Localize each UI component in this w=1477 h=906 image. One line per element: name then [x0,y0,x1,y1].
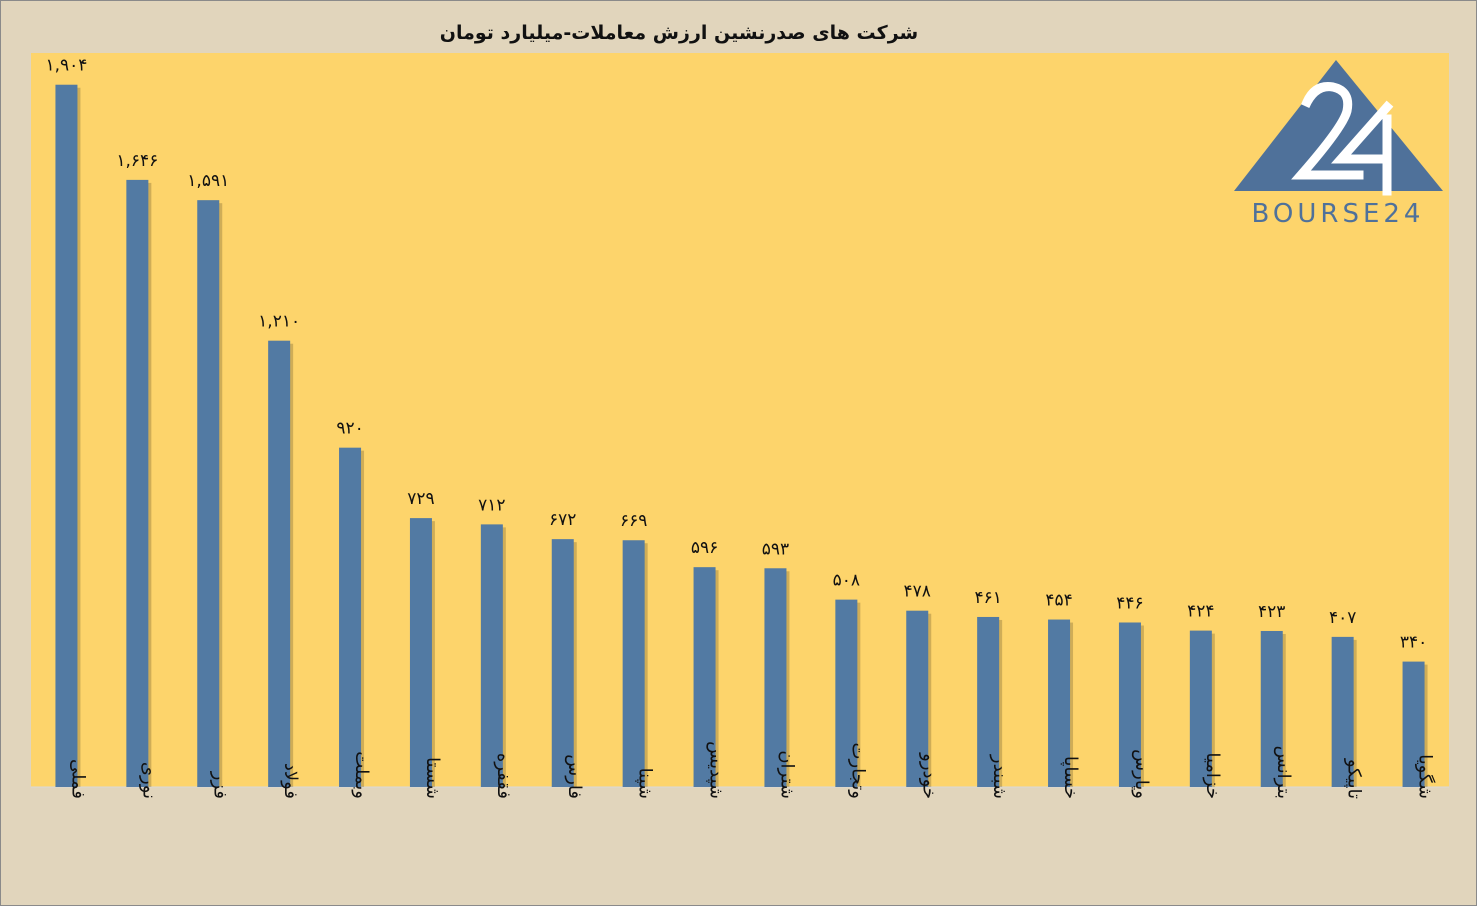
bar-14 [977,616,1000,787]
bar-15 [1048,619,1071,787]
bar-8 [551,539,574,787]
category-label-2: نوری [138,762,159,799]
bourse24-logo: BOURSE24 [1234,60,1443,229]
value-label-19: ۴۰۷ [1329,608,1356,628]
value-label-17: ۴۲۴ [1187,602,1214,622]
value-label-6: ۷۲۹ [407,489,434,509]
category-label-16: وپارس [1131,749,1152,799]
category-label-5: وبملت [351,751,372,799]
category-label-6: شستا [422,757,443,799]
value-label-15: ۴۵۴ [1045,591,1072,611]
category-label-14: شبندر [989,754,1010,799]
value-label-13: ۴۷۸ [904,582,931,602]
value-label-20: ۳۴۰ [1400,633,1427,653]
bar-17 [1189,630,1212,787]
category-label-20: شگویا [1415,754,1437,799]
category-label-8: فارس [564,754,585,799]
value-label-14: ۴۶۱ [974,588,1001,608]
category-label-18: بترانس [1273,746,1294,799]
category-label-12: وتجارت [847,743,868,799]
value-label-18: ۴۲۳ [1258,602,1285,622]
chart-title: شرکت های صدرنشین ارزش معاملات-میلیارد تو… [440,22,918,44]
category-labels-group: فملی نوری فزر فولاد وبملت شستا فقفره فارس شپنا شپ… [67,741,1436,799]
category-label-1: فملی [67,759,88,799]
bar-11 [764,568,787,787]
bar-2 [126,179,149,787]
value-label-7: ۷۱۲ [478,495,505,515]
value-label-8: ۶۷۲ [549,510,576,530]
category-label-4: فولاد [280,763,301,799]
bar-16 [1118,622,1141,787]
category-label-13: خودرو [918,752,939,799]
category-label-11: شتران [776,750,797,799]
bar-1 [55,84,78,788]
value-label-12: ۵۰۸ [833,571,860,591]
bar-10 [693,567,716,787]
logo-wordmark: BOURSE24 [1252,199,1425,229]
bar-5 [339,447,362,787]
category-label-15: خساپا [1060,756,1081,799]
value-label-2: ۱,۶۴۶ [116,151,158,171]
value-label-11: ۵۹۳ [762,539,789,559]
value-label-1: ۱,۹۰۴ [45,56,87,76]
bar-18 [1260,630,1283,787]
category-label-9: شپنا [635,768,656,799]
category-label-10: شپدیس [706,741,727,799]
category-label-17: خزامیا [1202,752,1223,799]
value-label-16: ۴۴۶ [1116,593,1143,613]
value-label-9: ۶۶۹ [620,511,647,531]
bar-9 [622,540,645,787]
bar-7 [480,524,503,787]
value-labels-group: ۱,۹۰۴ ۱,۶۴۶ ۱,۵۹۱ ۱,۲۱۰ ۹۲۰ ۷۲۹ ۷۱۲ ۶۷۲ ۶۶۹ ۵۹۶ ۵۹… [45,56,1427,653]
plot-area [31,53,1449,787]
logo-24-mark-icon [1291,82,1394,196]
category-label-19: تاپیکو [1344,758,1365,799]
value-label-10: ۵۹۶ [691,538,718,558]
bar-19 [1331,636,1354,787]
category-label-7: فقفره [493,753,514,799]
value-label-5: ۹۲۰ [336,419,363,439]
bar-4 [268,340,291,787]
bar-3 [197,200,220,788]
value-label-3: ۱,۵۹۱ [187,171,229,191]
value-label-4: ۱,۲۱۰ [258,312,300,332]
bar-6 [409,518,432,787]
category-label-3: فزر [209,771,230,799]
bar-12 [835,599,858,787]
bars-group [55,84,1428,788]
bar-20 [1402,661,1425,787]
bar-13 [906,610,929,787]
